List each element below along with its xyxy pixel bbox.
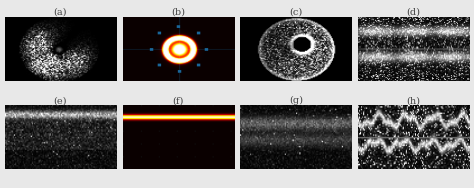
Title: (h): (h) [407, 96, 421, 105]
Title: (e): (e) [54, 96, 67, 105]
Title: (f): (f) [173, 96, 184, 105]
Title: (b): (b) [171, 8, 185, 17]
Title: (g): (g) [289, 96, 303, 105]
Title: (a): (a) [54, 8, 67, 17]
Title: (c): (c) [289, 8, 302, 17]
Title: (d): (d) [407, 8, 421, 17]
